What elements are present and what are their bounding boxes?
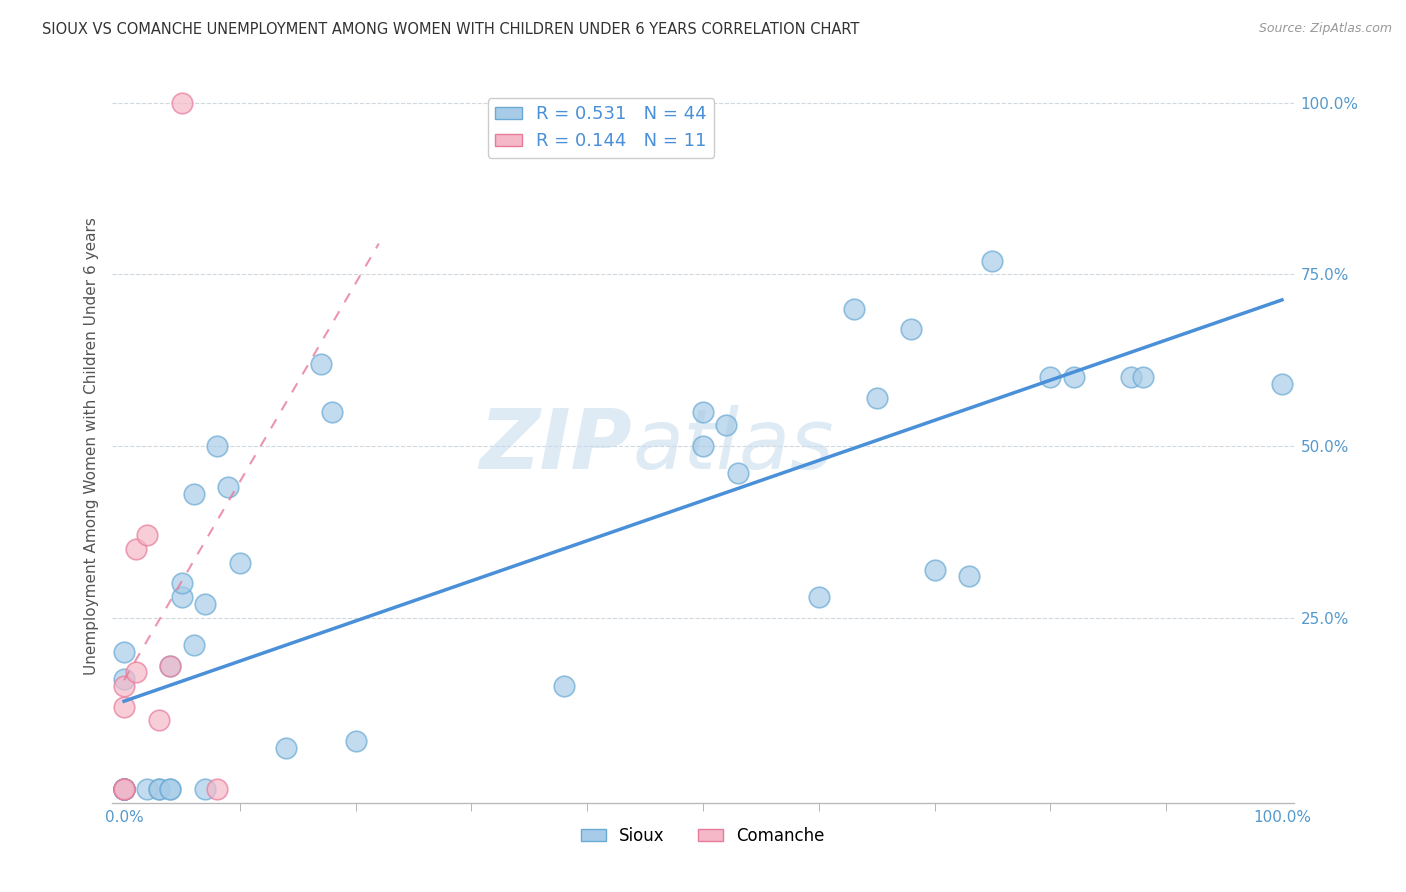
Text: SIOUX VS COMANCHE UNEMPLOYMENT AMONG WOMEN WITH CHILDREN UNDER 6 YEARS CORRELATI: SIOUX VS COMANCHE UNEMPLOYMENT AMONG WOM… <box>42 22 859 37</box>
Point <box>321 405 343 419</box>
Point <box>112 782 135 797</box>
Point <box>1039 370 1062 384</box>
Point <box>112 782 135 797</box>
Point <box>692 405 714 419</box>
Point <box>217 480 239 494</box>
Point <box>112 782 135 797</box>
Point <box>981 253 1004 268</box>
Text: Source: ZipAtlas.com: Source: ZipAtlas.com <box>1258 22 1392 36</box>
Point <box>205 782 228 797</box>
Point <box>183 487 205 501</box>
Point <box>1271 377 1294 392</box>
Point <box>159 782 181 797</box>
Point <box>1132 370 1154 384</box>
Point <box>148 714 170 728</box>
Point <box>170 95 193 110</box>
Point <box>112 782 135 797</box>
Point <box>148 782 170 797</box>
Point <box>170 590 193 604</box>
Point <box>842 301 865 316</box>
Y-axis label: Unemployment Among Women with Children Under 6 years: Unemployment Among Women with Children U… <box>83 217 98 675</box>
Point <box>112 782 135 797</box>
Point <box>727 467 749 481</box>
Point <box>194 597 217 611</box>
Point <box>124 541 146 556</box>
Point <box>159 658 181 673</box>
Point <box>112 699 135 714</box>
Point <box>1063 370 1085 384</box>
Point <box>112 645 135 659</box>
Point <box>866 391 889 405</box>
Point <box>900 322 922 336</box>
Point <box>553 679 575 693</box>
Point <box>112 782 135 797</box>
Point <box>159 782 181 797</box>
Point <box>276 740 298 755</box>
Point <box>957 569 980 583</box>
Point <box>344 734 367 748</box>
Point <box>714 418 737 433</box>
Point <box>136 782 159 797</box>
Point <box>1121 370 1143 384</box>
Point <box>124 665 146 680</box>
Point <box>692 439 714 453</box>
Point <box>309 357 332 371</box>
Point <box>205 439 228 453</box>
Point <box>112 673 135 687</box>
Point <box>112 679 135 693</box>
Point <box>170 576 193 591</box>
Text: atlas: atlas <box>633 406 834 486</box>
Point <box>229 556 252 570</box>
Text: ZIP: ZIP <box>479 406 633 486</box>
Point <box>194 782 217 797</box>
Point <box>159 658 181 673</box>
Point <box>136 528 159 542</box>
Point <box>807 590 830 604</box>
Point <box>112 782 135 797</box>
Point <box>924 562 946 576</box>
Point <box>148 782 170 797</box>
Legend: Sioux, Comanche: Sioux, Comanche <box>574 821 832 852</box>
Point <box>112 782 135 797</box>
Point <box>112 782 135 797</box>
Point <box>183 638 205 652</box>
